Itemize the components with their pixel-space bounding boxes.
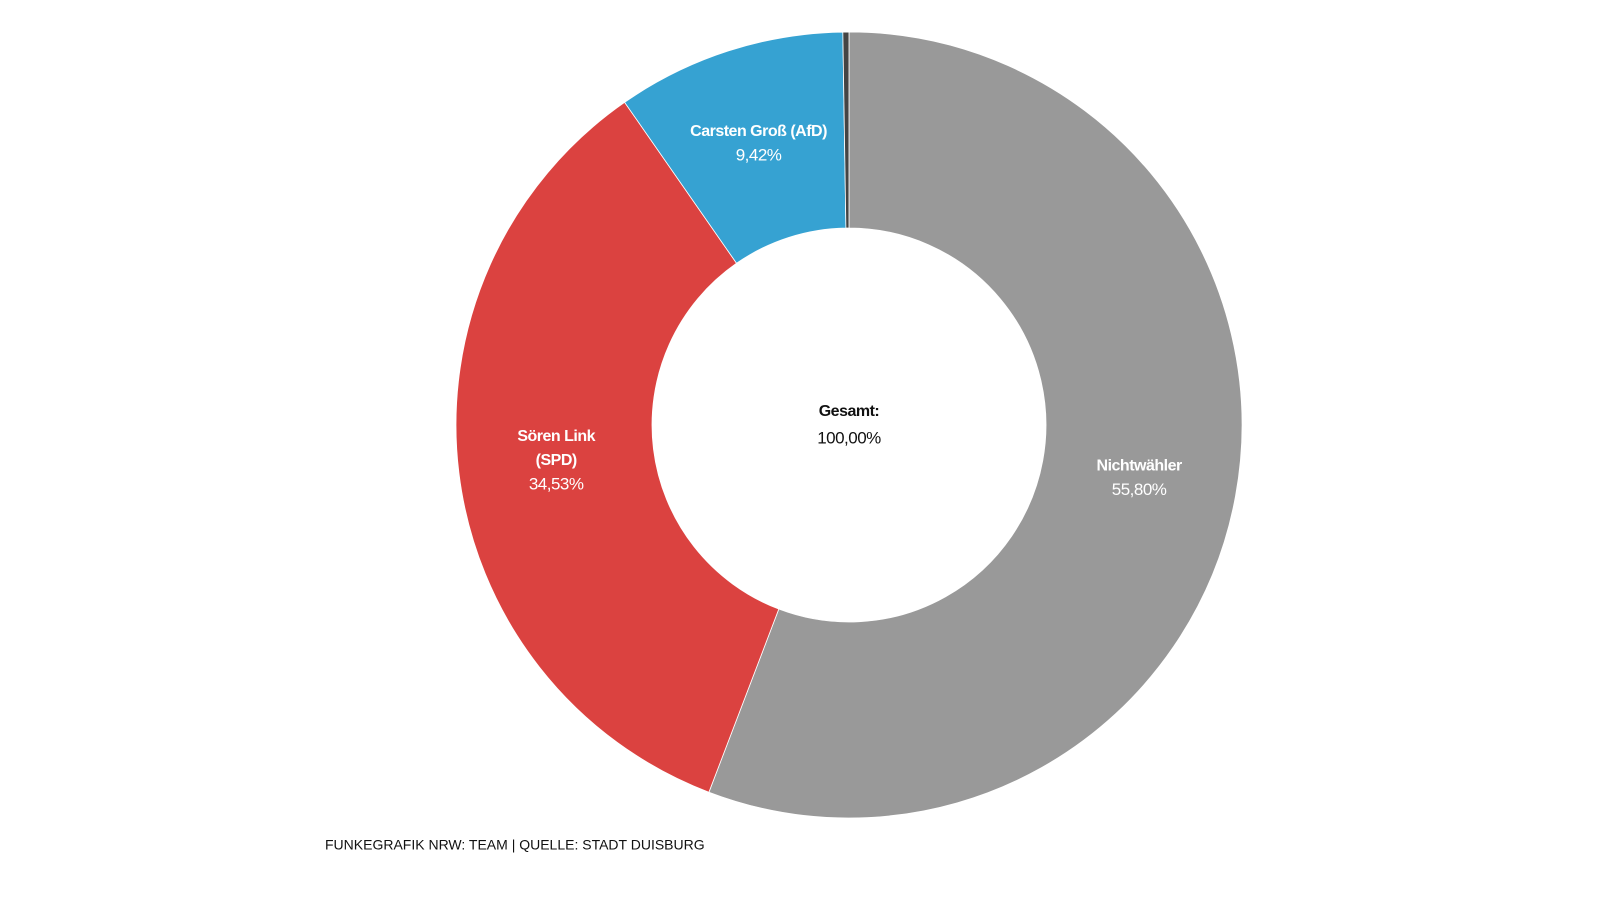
slice-label: Nichtwähler: [1097, 458, 1182, 475]
value-label: 34,53%: [529, 474, 584, 493]
label-line: (SPD): [536, 452, 577, 469]
slice: [708, 31, 1243, 819]
source: FUNKEGRAFIK NRW: TEAM | QUELLE: STADT DU…: [325, 837, 705, 853]
slices: [455, 31, 1243, 819]
value-label: 55,80%: [1112, 480, 1167, 499]
center-title: Gesamt:: [819, 403, 880, 420]
slice: [455, 101, 780, 793]
slice: [624, 31, 847, 264]
label-line: Carsten Groß (AfD): [690, 123, 827, 140]
label-line: Nichtwähler: [1097, 458, 1182, 475]
label-line: Sören Link: [517, 428, 595, 445]
center-value: 100,00%: [817, 428, 881, 447]
slice: [842, 31, 850, 229]
slice-label: Carsten Groß (AfD): [690, 123, 827, 140]
labels: Nichtwähler 55,80% Sören Link (SPD) 34,53% Ca…: [517, 123, 1182, 499]
slice-label: Sören Link (SPD): [517, 428, 595, 469]
value-label: 9,42%: [736, 146, 782, 165]
